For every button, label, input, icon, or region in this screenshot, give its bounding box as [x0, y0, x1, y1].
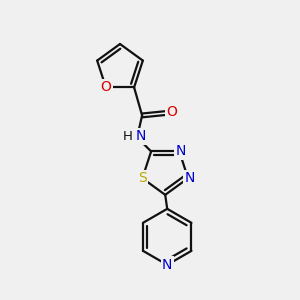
- Text: O: O: [100, 80, 111, 94]
- Text: N: N: [136, 129, 146, 143]
- Text: N: N: [185, 171, 195, 185]
- Text: H: H: [123, 130, 133, 143]
- Text: N: N: [175, 144, 185, 158]
- Text: S: S: [138, 171, 147, 185]
- Text: N: N: [162, 258, 172, 272]
- Text: O: O: [167, 105, 178, 119]
